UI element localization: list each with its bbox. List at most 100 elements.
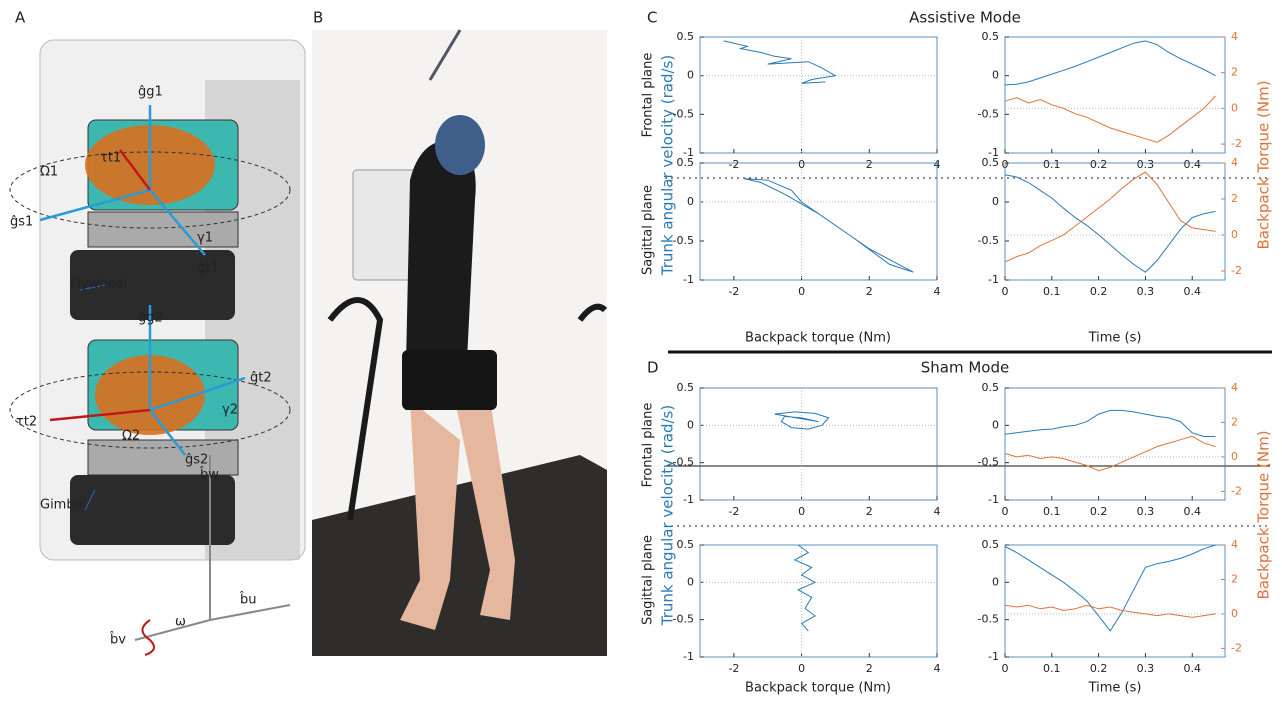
y2-tick-label: -2 — [1231, 641, 1242, 654]
row-label: Sagittal plane — [641, 185, 656, 275]
panel-letter: D — [647, 359, 659, 377]
x-tick-label: -2 — [728, 662, 739, 675]
x-tick-label: 0 — [1002, 662, 1009, 675]
diagram-label: Gimbal — [40, 498, 86, 513]
y-tick-label: -1 — [683, 650, 694, 663]
y2-axis-label: Backpack Torque (Nm) — [1255, 80, 1273, 249]
y-tick-label: -0.5 — [978, 456, 999, 469]
x-tick-label: 0.3 — [1137, 158, 1155, 171]
y-tick-label: -0.5 — [978, 234, 999, 247]
x-tick-label: 0 — [798, 505, 805, 518]
x-tick-label: 0 — [1002, 285, 1009, 298]
plot-frame — [700, 37, 937, 153]
y-tick-label: -0.5 — [978, 107, 999, 120]
y-tick-label: 0.5 — [677, 156, 695, 169]
y-tick-label: 0 — [992, 69, 999, 82]
y-axis-label: Trunk angular velocity (rad/s) — [659, 405, 677, 626]
x-tick-label: 2 — [866, 158, 873, 171]
y2-tick-label: 2 — [1231, 66, 1238, 79]
y-tick-label: 0.5 — [982, 156, 1000, 169]
x-tick-label: 0 — [1002, 505, 1009, 518]
y-tick-label: 0 — [992, 195, 999, 208]
y-tick-label: -1 — [683, 493, 694, 506]
diagram-label: ĝg1 — [138, 85, 163, 100]
diagram-label: ĝt1 — [197, 261, 219, 276]
diagram-label: γ1 — [197, 231, 213, 246]
device-render — [10, 40, 305, 655]
x-tick-label: 0.4 — [1183, 285, 1201, 298]
y2-tick-label: 2 — [1231, 192, 1238, 205]
panel-letter: C — [647, 9, 657, 27]
section-title: Sham Mode — [921, 359, 1009, 377]
x-tick-label: 4 — [934, 285, 941, 298]
x-tick-label: 0.4 — [1183, 662, 1201, 675]
y-tick-label: -0.5 — [673, 456, 694, 469]
diagram-label: τt2 — [16, 415, 37, 430]
x-tick-label: 0.2 — [1090, 285, 1108, 298]
y-tick-label: 0 — [687, 575, 694, 588]
y-tick-label: -0.5 — [673, 234, 694, 247]
data-line — [1005, 172, 1216, 262]
data-line — [1005, 545, 1216, 631]
x-tick-label: 0.1 — [1043, 285, 1061, 298]
x-tick-label: -2 — [728, 285, 739, 298]
plot-frame — [700, 163, 937, 280]
panel-letter: B — [313, 9, 323, 27]
x-tick-label: 0.1 — [1043, 505, 1061, 518]
data-line — [1005, 41, 1216, 85]
x-tick-label: 0.3 — [1137, 662, 1155, 675]
y-tick-label: -0.5 — [673, 613, 694, 626]
x-tick-label: 0 — [798, 662, 805, 675]
y2-tick-label: 0 — [1231, 607, 1238, 620]
plot-frame — [1005, 545, 1225, 657]
diagram-label: ĝs2 — [185, 453, 208, 468]
x-tick-label: 0.3 — [1137, 285, 1155, 298]
y-tick-label: 0.5 — [982, 30, 1000, 43]
data-line — [1005, 605, 1216, 617]
x-tick-label: 0.1 — [1043, 662, 1061, 675]
x-axis-label: Time (s) — [1088, 331, 1142, 346]
x-tick-label: 0.4 — [1183, 158, 1201, 171]
x-tick-label: 0.3 — [1137, 505, 1155, 518]
plot-frame — [700, 545, 937, 657]
photo — [312, 30, 607, 656]
diagram-label: ω — [175, 615, 186, 630]
x-axis-label: Time (s) — [1088, 681, 1142, 696]
x-tick-label: 0.2 — [1090, 505, 1108, 518]
y2-axis-label: Backpack Torque (Nm) — [1255, 430, 1273, 599]
plot-frame — [1005, 37, 1225, 153]
diagram-label: Ω2 — [122, 429, 140, 444]
y-tick-label: -0.5 — [673, 107, 694, 120]
x-tick-label: 4 — [934, 505, 941, 518]
y-tick-label: 0.5 — [677, 30, 695, 43]
data-line — [1005, 410, 1216, 436]
x-tick-label: 0.4 — [1183, 505, 1201, 518]
diagram-label: b̂w — [199, 467, 219, 482]
data-line — [795, 545, 815, 631]
y2-tick-label: -2 — [1231, 264, 1242, 277]
diagram-label: τt1 — [100, 151, 121, 166]
row-label: Frontal plane — [641, 53, 656, 138]
data-line — [775, 412, 829, 429]
x-tick-label: -2 — [728, 505, 739, 518]
x-tick-label: 0.2 — [1090, 158, 1108, 171]
x-tick-label: 4 — [934, 662, 941, 675]
diagram-label: ĝt2 — [250, 371, 272, 386]
y-tick-label: 0.5 — [982, 381, 1000, 394]
diagram-label: Flywheel — [70, 277, 127, 292]
y-tick-label: -1 — [988, 273, 999, 286]
y-tick-label: 0 — [992, 418, 999, 431]
y-tick-label: 0 — [992, 575, 999, 588]
y-tick-label: -1 — [988, 650, 999, 663]
x-axis-label: Backpack torque (Nm) — [745, 331, 891, 346]
data-line — [724, 41, 836, 84]
diagram-label: b̂v — [109, 632, 126, 647]
y2-tick-label: 0 — [1231, 101, 1238, 114]
y-tick-label: 0.5 — [677, 538, 695, 551]
data-line — [1005, 96, 1216, 142]
figure: A B ĝg1τt1Ω1ĝs1γ1ĝt1ĝg2Flywheelĝt2τt2γ2Ω… — [0, 0, 1282, 701]
y2-tick-label: -2 — [1231, 137, 1242, 150]
row-label: Sagittal plane — [641, 535, 656, 625]
panel-letter: A — [15, 9, 26, 27]
data-line — [1005, 175, 1216, 273]
